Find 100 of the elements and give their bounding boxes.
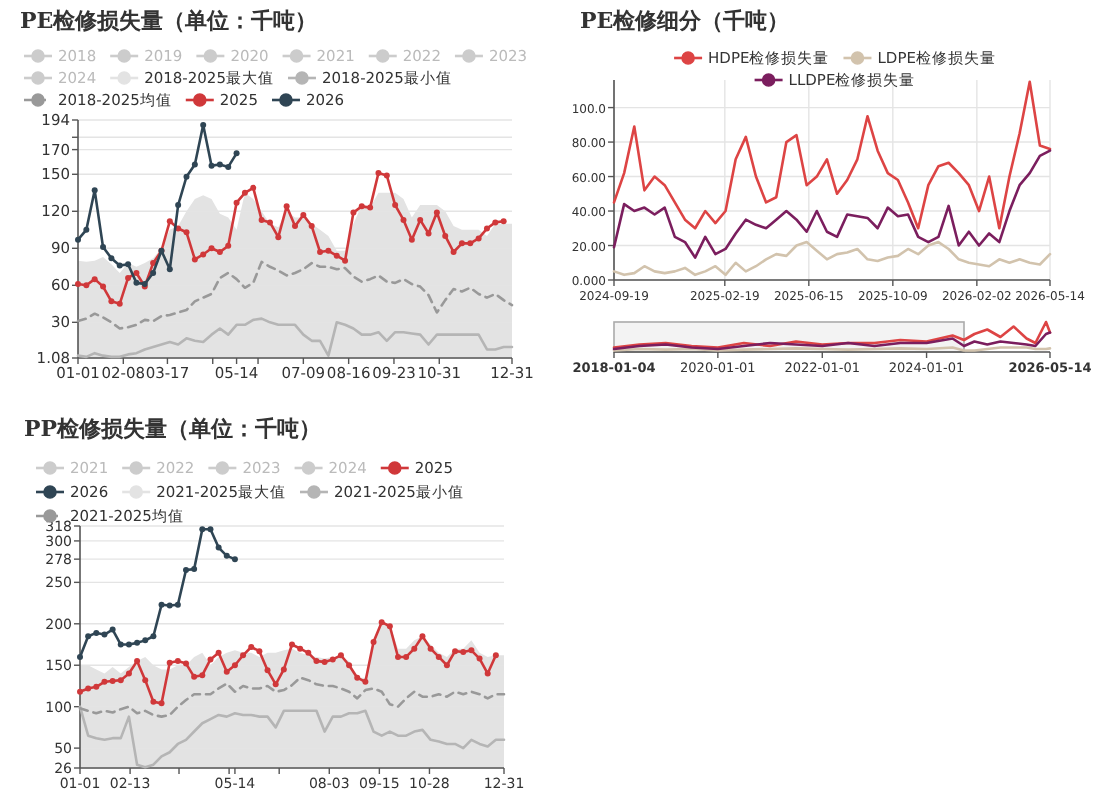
- point: [233, 199, 240, 206]
- point: [452, 648, 459, 655]
- line-series: [77, 619, 499, 707]
- point: [450, 249, 457, 255]
- point: [354, 674, 361, 681]
- point: [75, 236, 81, 243]
- point: [125, 641, 132, 648]
- point: [150, 633, 157, 640]
- point: [264, 667, 271, 674]
- point: [370, 639, 377, 646]
- point: [500, 218, 507, 225]
- point: [283, 203, 290, 210]
- point: [329, 656, 336, 663]
- point: [199, 526, 206, 533]
- line-series: [76, 260, 514, 330]
- point: [248, 644, 255, 650]
- point: [91, 276, 98, 283]
- line-series: [612, 149, 1052, 259]
- point: [475, 235, 482, 242]
- point: [417, 216, 424, 223]
- point: [133, 279, 140, 286]
- point: [468, 647, 475, 654]
- point: [305, 649, 312, 656]
- point: [392, 202, 399, 209]
- point: [378, 619, 385, 626]
- point: [207, 526, 214, 533]
- point: [174, 601, 181, 608]
- point: [427, 645, 434, 652]
- point: [435, 653, 442, 660]
- point: [240, 652, 247, 659]
- point: [325, 247, 332, 254]
- point: [442, 232, 449, 239]
- point: [83, 282, 90, 289]
- point: [133, 269, 140, 276]
- point: [91, 187, 98, 194]
- point: [425, 230, 432, 237]
- point: [191, 256, 198, 263]
- point: [492, 219, 499, 226]
- point: [200, 121, 207, 128]
- point: [258, 216, 265, 223]
- point: [266, 219, 273, 226]
- point: [337, 652, 344, 659]
- point: [231, 556, 238, 563]
- point: [367, 204, 374, 211]
- point: [191, 673, 198, 680]
- point: [77, 688, 83, 695]
- point: [183, 229, 190, 236]
- point: [342, 257, 349, 264]
- point: [208, 162, 215, 169]
- point: [166, 218, 173, 225]
- point: [158, 700, 165, 707]
- point: [458, 240, 465, 247]
- point: [166, 659, 173, 666]
- point: [83, 226, 90, 233]
- point: [272, 681, 279, 688]
- point: [308, 223, 315, 230]
- point: [411, 645, 418, 652]
- line-series: [78, 676, 506, 718]
- point: [321, 658, 328, 665]
- point: [241, 189, 248, 196]
- point: [483, 225, 490, 232]
- chart-title: PE检修损失量（单位：千吨）: [20, 8, 318, 34]
- point: [108, 298, 115, 305]
- point: [492, 652, 499, 659]
- point: [386, 623, 393, 630]
- point: [183, 660, 189, 667]
- point: [216, 161, 223, 168]
- point: [150, 269, 157, 276]
- point: [93, 629, 100, 636]
- point: [333, 252, 340, 259]
- point: [93, 683, 100, 690]
- point: [375, 170, 382, 177]
- point: [77, 653, 83, 660]
- point: [467, 240, 474, 247]
- point: [134, 639, 141, 646]
- point: [256, 648, 263, 655]
- point: [280, 666, 287, 673]
- point: [408, 236, 415, 243]
- point: [85, 685, 92, 692]
- point: [85, 633, 92, 640]
- point: [300, 211, 307, 218]
- point: [223, 668, 230, 675]
- point: [250, 184, 257, 191]
- point: [208, 245, 215, 252]
- point: [183, 173, 190, 180]
- point: [116, 300, 123, 307]
- point: [101, 631, 108, 638]
- point: [231, 662, 238, 669]
- point: [142, 637, 149, 644]
- point: [216, 249, 223, 255]
- point: [199, 672, 206, 679]
- point: [350, 209, 357, 216]
- point: [100, 283, 107, 290]
- point: [484, 670, 491, 677]
- point: [275, 234, 282, 241]
- point: [403, 653, 410, 660]
- point: [166, 266, 173, 273]
- point: [346, 662, 353, 669]
- point: [223, 552, 230, 559]
- point: [150, 698, 157, 705]
